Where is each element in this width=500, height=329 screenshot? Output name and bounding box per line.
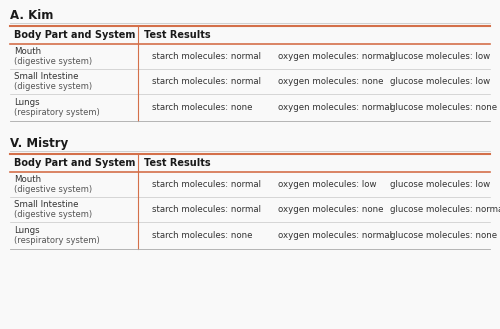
Text: A. Kim: A. Kim bbox=[10, 9, 54, 22]
Text: Mouth: Mouth bbox=[14, 47, 41, 56]
Text: starch molecules: normal: starch molecules: normal bbox=[152, 77, 261, 86]
Text: glucose molecules: low: glucose molecules: low bbox=[390, 77, 490, 86]
Text: oxygen molecules: low: oxygen molecules: low bbox=[278, 180, 376, 189]
Text: oxygen molecules: none: oxygen molecules: none bbox=[278, 77, 384, 86]
Text: Test Results: Test Results bbox=[144, 30, 210, 40]
Text: (digestive system): (digestive system) bbox=[14, 57, 92, 66]
Text: Small Intestine: Small Intestine bbox=[14, 72, 78, 81]
Text: Body Part and System: Body Part and System bbox=[14, 30, 136, 40]
Text: oxygen molecules: normal: oxygen molecules: normal bbox=[278, 52, 392, 61]
Text: Test Results: Test Results bbox=[144, 158, 210, 168]
Text: starch molecules: normal: starch molecules: normal bbox=[152, 52, 261, 61]
Text: Mouth: Mouth bbox=[14, 175, 41, 184]
Text: starch molecules: none: starch molecules: none bbox=[152, 231, 252, 240]
Text: Lungs: Lungs bbox=[14, 226, 40, 235]
Text: (digestive system): (digestive system) bbox=[14, 210, 92, 219]
Text: (digestive system): (digestive system) bbox=[14, 185, 92, 194]
Text: Small Intestine: Small Intestine bbox=[14, 200, 78, 209]
Text: glucose molecules: low: glucose molecules: low bbox=[390, 180, 490, 189]
Text: starch molecules: normal: starch molecules: normal bbox=[152, 205, 261, 214]
Text: oxygen molecules: none: oxygen molecules: none bbox=[278, 205, 384, 214]
Text: (respiratory system): (respiratory system) bbox=[14, 108, 100, 117]
Text: starch molecules: normal: starch molecules: normal bbox=[152, 180, 261, 189]
Text: glucose molecules: none: glucose molecules: none bbox=[390, 231, 497, 240]
Text: glucose molecules: none: glucose molecules: none bbox=[390, 103, 497, 112]
Text: (respiratory system): (respiratory system) bbox=[14, 236, 100, 245]
Text: glucose molecules: low: glucose molecules: low bbox=[390, 52, 490, 61]
Text: V. Mistry: V. Mistry bbox=[10, 137, 68, 150]
Text: (digestive system): (digestive system) bbox=[14, 82, 92, 91]
Text: oxygen molecules: normal: oxygen molecules: normal bbox=[278, 103, 392, 112]
Text: Body Part and System: Body Part and System bbox=[14, 158, 136, 168]
Text: Lungs: Lungs bbox=[14, 98, 40, 107]
Text: oxygen molecules: normal: oxygen molecules: normal bbox=[278, 231, 392, 240]
Text: glucose molecules: normal: glucose molecules: normal bbox=[390, 205, 500, 214]
Text: starch molecules: none: starch molecules: none bbox=[152, 103, 252, 112]
